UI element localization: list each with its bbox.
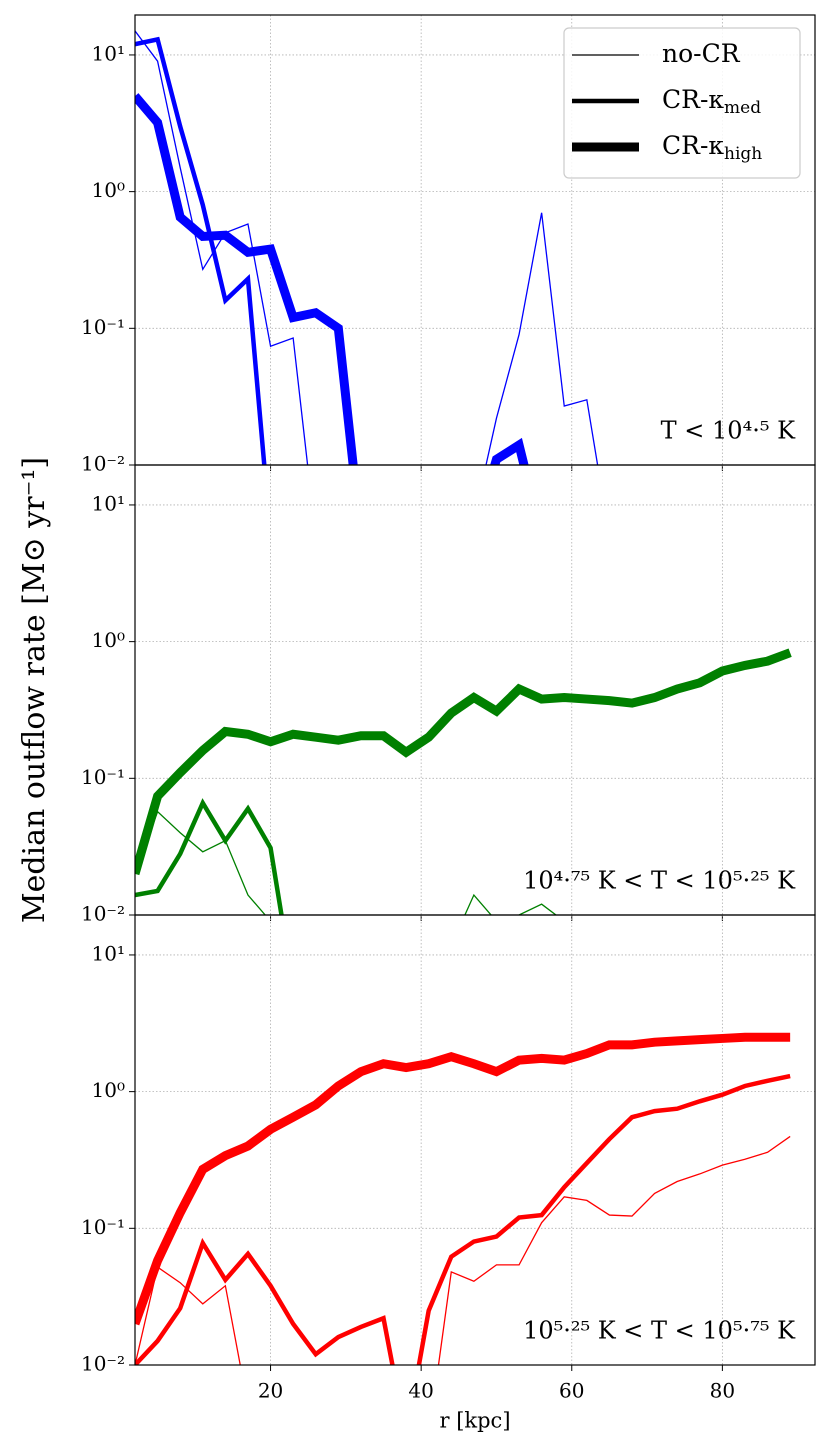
y-tick-label: 10⁰ — [92, 628, 125, 652]
x-tick-label: 40 — [408, 1379, 433, 1403]
legend-label: no-CR — [662, 39, 741, 68]
y-axis-label: Median outflow rate [M⊙ yr⁻¹] — [17, 457, 52, 923]
plot-area — [135, 648, 792, 915]
y-tick-label: 10⁻² — [81, 452, 125, 476]
y-tick-label: 10¹ — [92, 41, 125, 65]
data-line — [135, 1073, 791, 1365]
y-tick-label: 10¹ — [92, 491, 125, 515]
legend-box — [563, 27, 801, 179]
data-line — [135, 36, 267, 465]
plot-area — [135, 1032, 791, 1365]
y-tick-label: 10⁻² — [81, 902, 125, 926]
y-tick-label: 10⁻² — [81, 1352, 125, 1376]
data-line — [135, 1032, 791, 1326]
data-line — [135, 798, 284, 915]
y-tick-label: 10⁻¹ — [81, 315, 125, 339]
x-tick-label: 20 — [258, 1379, 283, 1403]
data-line — [135, 93, 529, 465]
y-tick-label: 10¹ — [92, 941, 125, 965]
y-tick-label: 10⁰ — [92, 178, 125, 202]
data-line — [135, 810, 558, 915]
legend-label: CR-κmed — [662, 85, 761, 118]
panel-annotation: 10⁵·²⁵ K < T < 10⁵·⁷⁵ K — [523, 1317, 796, 1345]
panel-annotation: 10⁴·⁷⁵ K < T < 10⁵·²⁵ K — [523, 867, 796, 895]
y-tick-label: 10⁻¹ — [81, 765, 125, 789]
legend-label: CR-κhigh — [662, 131, 762, 164]
axes-frame — [134, 914, 816, 1366]
data-line — [135, 648, 792, 876]
x-tick-label: 80 — [710, 1379, 735, 1403]
x-axis-label: r [kpc] — [439, 1409, 510, 1433]
plot-area — [135, 30, 599, 465]
y-tick-label: 10⁻¹ — [81, 1215, 125, 1239]
x-tick-label: 60 — [559, 1379, 584, 1403]
y-tick-label: 10⁰ — [92, 1078, 125, 1102]
panel-annotation: T < 10⁴·⁵ K — [661, 417, 796, 445]
